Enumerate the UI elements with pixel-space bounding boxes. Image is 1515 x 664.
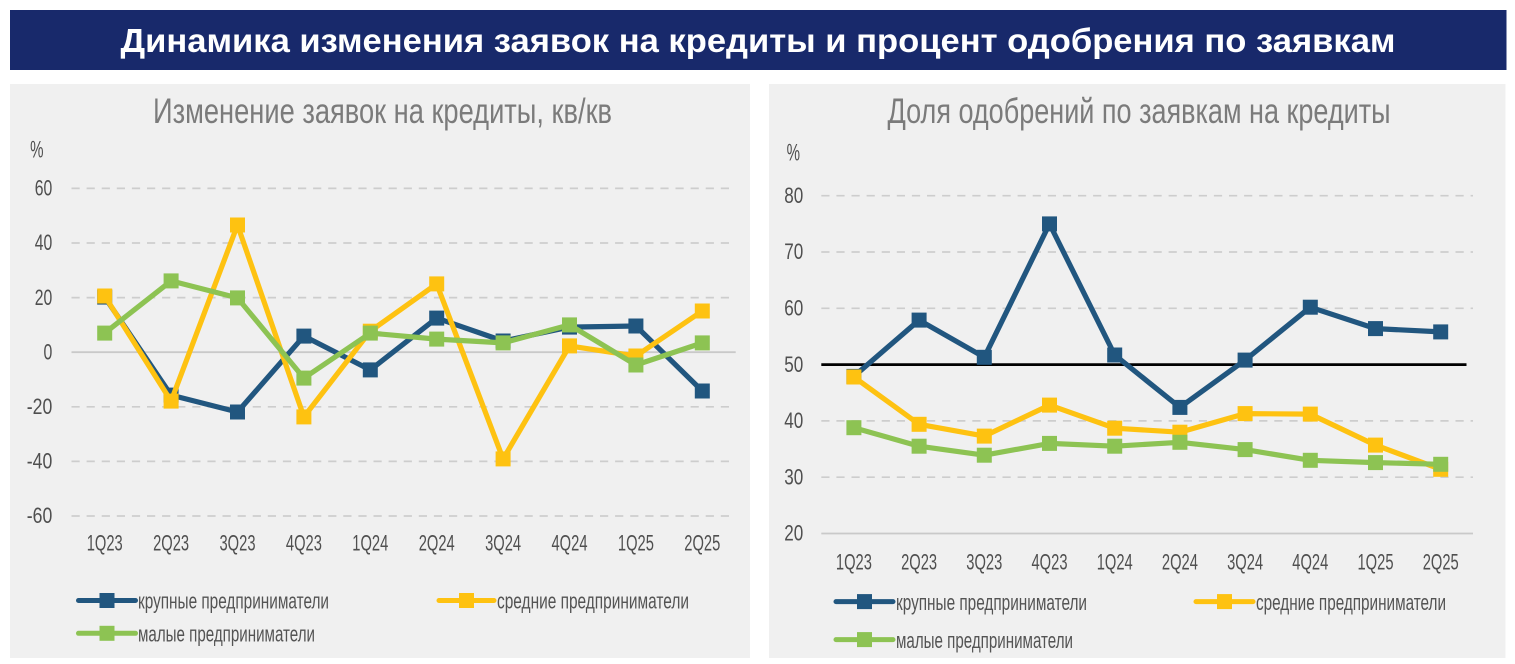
svg-text:%: % [30, 137, 43, 164]
svg-text:3Q24: 3Q24 [485, 531, 521, 556]
svg-text:20: 20 [784, 521, 803, 546]
svg-text:3Q23: 3Q23 [966, 550, 1002, 575]
svg-text:крупные предприниматели: крупные предприниматели [896, 590, 1087, 615]
svg-text:-60: -60 [27, 503, 53, 528]
svg-text:2Q25: 2Q25 [684, 531, 720, 556]
svg-text:2Q23: 2Q23 [153, 531, 189, 556]
svg-text:средние предприниматели: средние предприниматели [497, 589, 689, 614]
svg-text:50: 50 [784, 352, 803, 377]
svg-text:60: 60 [784, 296, 803, 321]
svg-text:4Q24: 4Q24 [1292, 550, 1328, 575]
svg-text:крупные предприниматели: крупные предприниматели [138, 589, 329, 614]
svg-text:2Q24: 2Q24 [419, 531, 455, 556]
svg-text:Доля одобрений по заявкам на к: Доля одобрений по заявкам на кредиты [888, 92, 1391, 131]
svg-text:3Q23: 3Q23 [220, 531, 256, 556]
svg-text:4Q24: 4Q24 [552, 531, 588, 556]
svg-text:-40: -40 [27, 449, 53, 474]
svg-text:3Q24: 3Q24 [1227, 550, 1263, 575]
svg-text:30: 30 [784, 464, 803, 489]
svg-text:-20: -20 [27, 394, 53, 419]
svg-text:1Q23: 1Q23 [87, 531, 123, 556]
svg-text:Динамика изменения заявок на к: Динамика изменения заявок на кредиты и п… [121, 23, 1396, 60]
svg-text:2Q24: 2Q24 [1162, 550, 1198, 575]
svg-text:4Q23: 4Q23 [286, 531, 322, 556]
svg-text:1Q23: 1Q23 [836, 550, 872, 575]
svg-text:2Q25: 2Q25 [1423, 550, 1459, 575]
svg-text:40: 40 [35, 230, 53, 255]
svg-text:%: % [787, 140, 800, 167]
svg-text:средние предприниматели: средние предприниматели [1256, 590, 1446, 615]
svg-text:1Q25: 1Q25 [1358, 550, 1394, 575]
svg-text:1Q25: 1Q25 [618, 531, 654, 556]
svg-text:Изменение заявок на кредиты, к: Изменение заявок на кредиты, кв/кв [153, 92, 612, 131]
svg-text:70: 70 [784, 239, 803, 264]
svg-text:60: 60 [35, 176, 53, 201]
svg-text:1Q24: 1Q24 [1097, 550, 1133, 575]
svg-text:малые предприниматели: малые предприниматели [138, 622, 315, 647]
svg-text:40: 40 [784, 408, 803, 433]
svg-text:20: 20 [35, 285, 53, 310]
svg-text:малые предприниматели: малые предприниматели [896, 628, 1073, 653]
svg-text:80: 80 [784, 183, 803, 208]
svg-text:4Q23: 4Q23 [1032, 550, 1068, 575]
svg-text:2Q23: 2Q23 [901, 550, 937, 575]
svg-text:0: 0 [44, 339, 53, 364]
svg-text:1Q24: 1Q24 [352, 531, 388, 556]
